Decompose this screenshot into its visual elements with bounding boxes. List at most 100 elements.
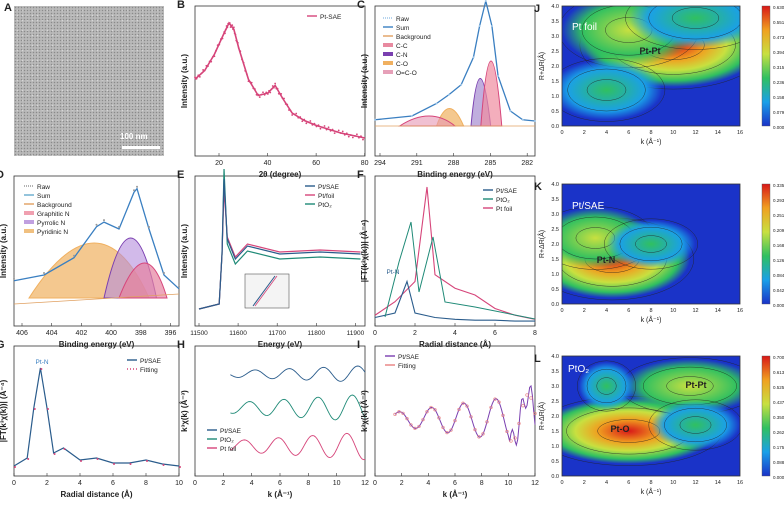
contour-line (625, 6, 740, 50)
data-point (215, 49, 217, 52)
x-tick-label-e: 11900 (347, 330, 365, 337)
x-axis-label-i: k (Å⁻¹) (443, 490, 468, 499)
data-point (284, 103, 287, 105)
x-tick-label-i: 0 (373, 480, 377, 487)
axes-frame-k (561, 183, 741, 305)
x-tick-label-l: 10 (670, 480, 676, 486)
y-tick-label-k: 0.5 (551, 287, 559, 293)
y-tick-label-j: 4.0 (551, 4, 559, 10)
colorbar-tick-j: 0.473 (773, 35, 784, 40)
x-axis-label-j: k (Å⁻¹) (641, 137, 662, 146)
data-point (234, 33, 237, 36)
data-point (311, 123, 314, 126)
data-point (335, 130, 338, 133)
y-tick-label-l: 1.5 (551, 429, 559, 435)
data-point (362, 138, 364, 141)
x-tick-label-h: 6 (278, 480, 282, 487)
data-point-fitting (533, 411, 537, 416)
x-tick-label-f: 6 (493, 330, 497, 337)
colorbar-tick-k: 0.168 (773, 243, 784, 248)
data-point-fitting (409, 423, 413, 427)
x-tick-label-e: 11700 (268, 330, 286, 337)
data-point (286, 103, 289, 106)
data-point (247, 80, 250, 83)
x-tick-label-d: 396 (165, 330, 177, 337)
data-point (254, 88, 256, 90)
x-tick-label-j: 6 (627, 130, 630, 136)
x-tick-label-k: 10 (670, 308, 676, 314)
data-point (274, 82, 277, 85)
data-point-fitting (417, 424, 421, 429)
panel-label-g: G (0, 339, 5, 351)
data-point (319, 127, 322, 130)
legend-i-entry: Pt/SAE (398, 354, 420, 361)
x-tick-label-h: 8 (306, 480, 310, 487)
data-point (208, 60, 211, 63)
colorbar-j (761, 5, 771, 127)
x-tick-label-b: 60 (312, 160, 320, 167)
x-axis-label-b: 2θ (degree) (259, 170, 302, 179)
annotation-pt-n: Pt-N (36, 359, 49, 366)
contour-line (679, 416, 712, 434)
x-tick-label-k: 14 (715, 308, 721, 314)
x-tick-label-j: 16 (737, 130, 743, 136)
data-point (241, 58, 243, 61)
x-tick-label-c: 294 (374, 160, 386, 167)
data-point (343, 133, 346, 136)
data-point (213, 55, 216, 58)
heatmap-blob (651, 401, 740, 449)
y-tick-label-j: 1.5 (551, 79, 559, 85)
data-point-fitting (397, 410, 401, 414)
x-tick-label-d: 402 (76, 330, 88, 337)
data-point (351, 136, 354, 139)
data-point-fitting (497, 400, 501, 404)
x-tick-label-c: 285 (485, 160, 497, 167)
x-tick-label-i: 8 (480, 480, 484, 487)
legend-d-entry: Background (37, 202, 72, 209)
contour-line (567, 68, 646, 112)
y-axis-label-e: Intensity (a.u.) (180, 224, 189, 279)
x-tick-label-b: 80 (361, 160, 369, 167)
data-point-fitting (481, 432, 485, 436)
data-point-fitting (437, 416, 441, 420)
data-point-raw (447, 93, 450, 96)
x-tick-label-k: 6 (627, 308, 630, 314)
panel-label-k: K (534, 181, 542, 193)
data-point (321, 126, 324, 129)
peak-c-c (480, 60, 503, 127)
series-pt-sae (394, 384, 536, 447)
x-tick-label-i: 4 (426, 480, 430, 487)
x-tick-label-i: 2 (400, 480, 404, 487)
data-point (228, 22, 231, 24)
heatmap-title-k: Pt/SAE (572, 201, 605, 212)
x-tick-label-l: 12 (692, 480, 698, 486)
data-point-fitting (421, 418, 425, 422)
series-pt-foil (374, 186, 536, 320)
data-point-raw (95, 223, 98, 226)
data-point-fitting (27, 458, 30, 460)
colorbar-k (761, 183, 771, 305)
axes-frame-h (194, 345, 366, 477)
legend-f-entry: Pt/SAE (496, 188, 518, 195)
data-point (237, 41, 239, 44)
data-point (249, 81, 251, 83)
data-point-raw (484, 0, 487, 2)
y-tick-label-l: 2.5 (551, 399, 559, 405)
data-point-fitting (469, 415, 473, 419)
data-point-fitting (465, 404, 469, 408)
y-tick-label-j: 0.0 (551, 124, 559, 130)
data-point (216, 44, 219, 47)
data-point (197, 74, 200, 77)
x-tick-label-j: 8 (649, 130, 652, 136)
annotation-pt-n: Pt-N (597, 255, 616, 265)
axes-frame-d (13, 175, 180, 327)
y-tick-label-k: 2.0 (551, 242, 559, 248)
x-tick-label-g: 10 (175, 480, 183, 487)
y-tick-label-l: 4.0 (551, 354, 559, 360)
data-point-raw (163, 272, 165, 274)
x-tick-label-g: 8 (144, 480, 148, 487)
data-point (258, 96, 261, 98)
y-tick-label-k: 0.0 (551, 302, 559, 308)
x-tick-label-g: 0 (12, 480, 16, 487)
x-tick-label-i: 6 (453, 480, 457, 487)
